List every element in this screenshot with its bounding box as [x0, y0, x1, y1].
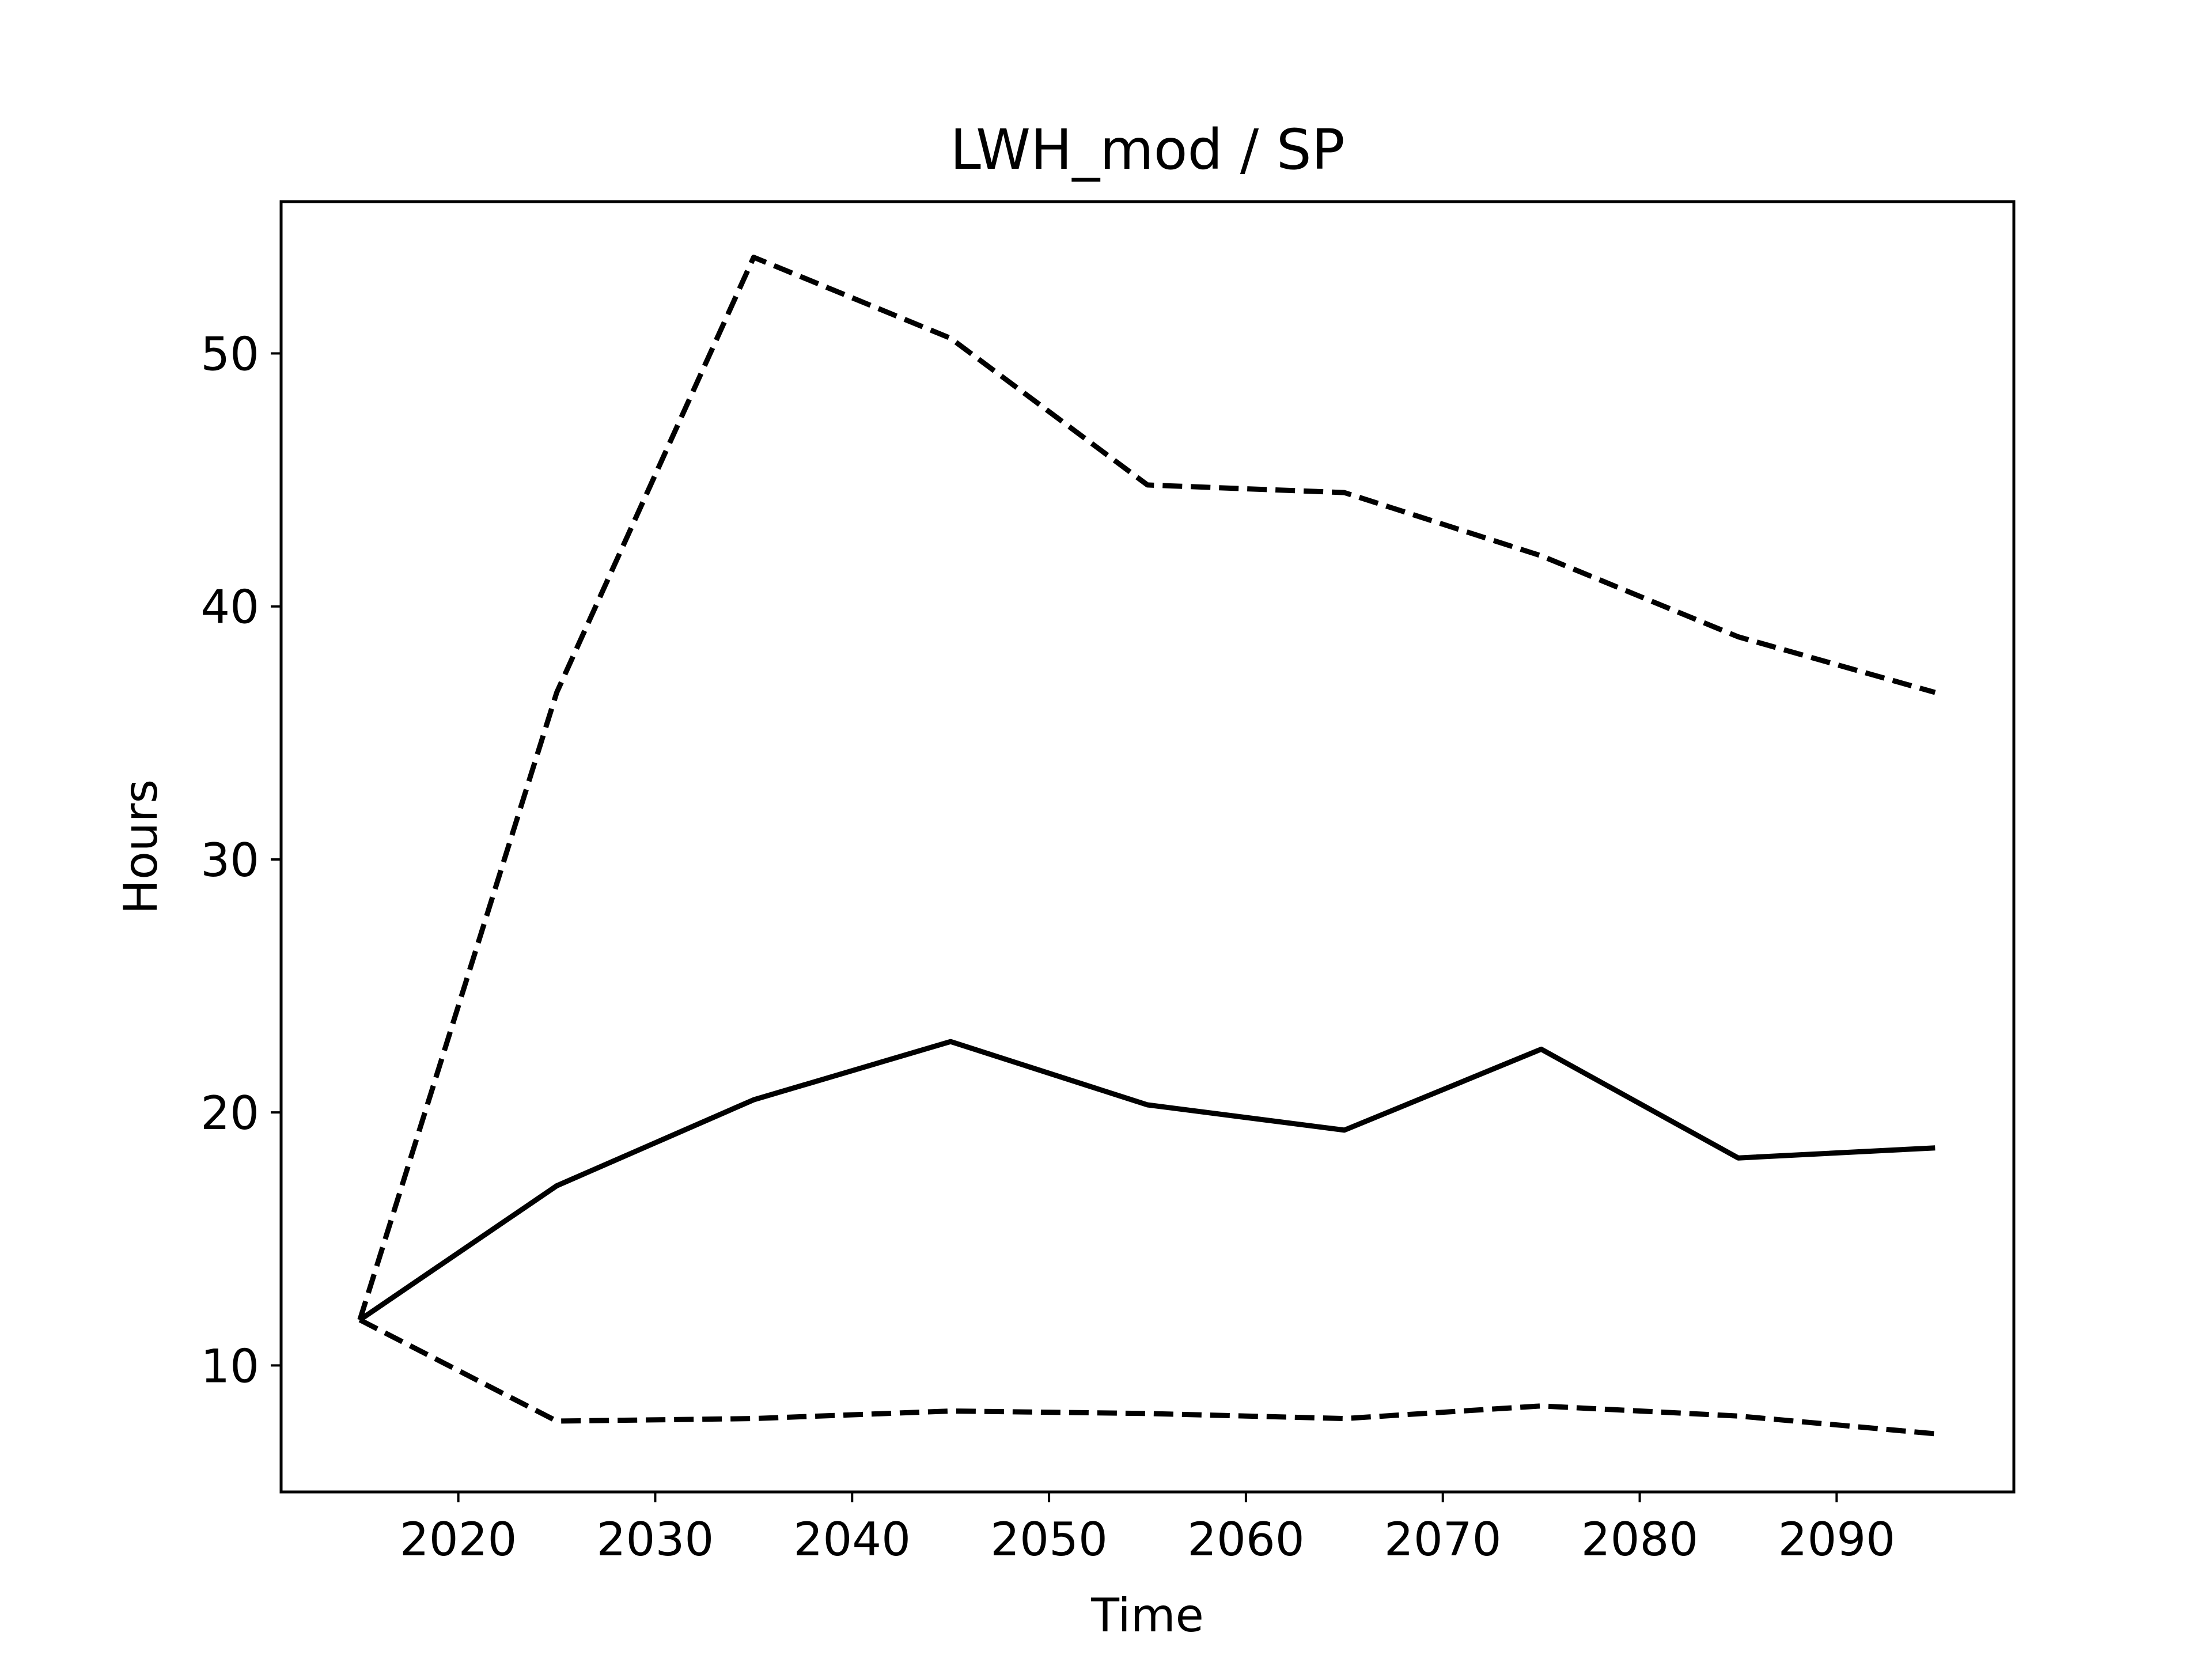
x-tick-label-2040: 2040: [793, 1513, 911, 1566]
y-tick-label-30: 30: [200, 834, 259, 887]
plot-frame: [279, 200, 2016, 1494]
x-tick-label-2070: 2070: [1384, 1513, 1502, 1566]
x-axis-label: Time: [1090, 1589, 1204, 1642]
x-axis-ticks: 2020 2030 2040 2050 2060 2070 2080 2090: [400, 1492, 1895, 1566]
plot-lines: [357, 255, 1936, 1437]
y-tick-label-10: 10: [200, 1339, 259, 1393]
y-tick-label-40: 40: [200, 581, 259, 634]
x-tick-label-2020: 2020: [400, 1513, 517, 1566]
y-tick-label-20: 20: [200, 1086, 259, 1140]
x-tick-label-2060: 2060: [1187, 1513, 1305, 1566]
series-line-2: [357, 255, 1936, 1321]
y-axis-ticks: 10 20 30 40 50: [200, 328, 281, 1393]
x-tick-label-2090: 2090: [1778, 1513, 1896, 1566]
x-tick-label-2030: 2030: [597, 1513, 714, 1566]
series-line-3: [358, 1317, 1936, 1437]
chart-title: LWH_mod / SP: [950, 118, 1344, 182]
y-axis-label: Hours: [114, 779, 168, 914]
series-line-1: [358, 1039, 1936, 1323]
x-tick-label-2050: 2050: [990, 1513, 1108, 1566]
x-tick-label-2080: 2080: [1581, 1513, 1699, 1566]
y-tick-label-50: 50: [200, 328, 259, 381]
